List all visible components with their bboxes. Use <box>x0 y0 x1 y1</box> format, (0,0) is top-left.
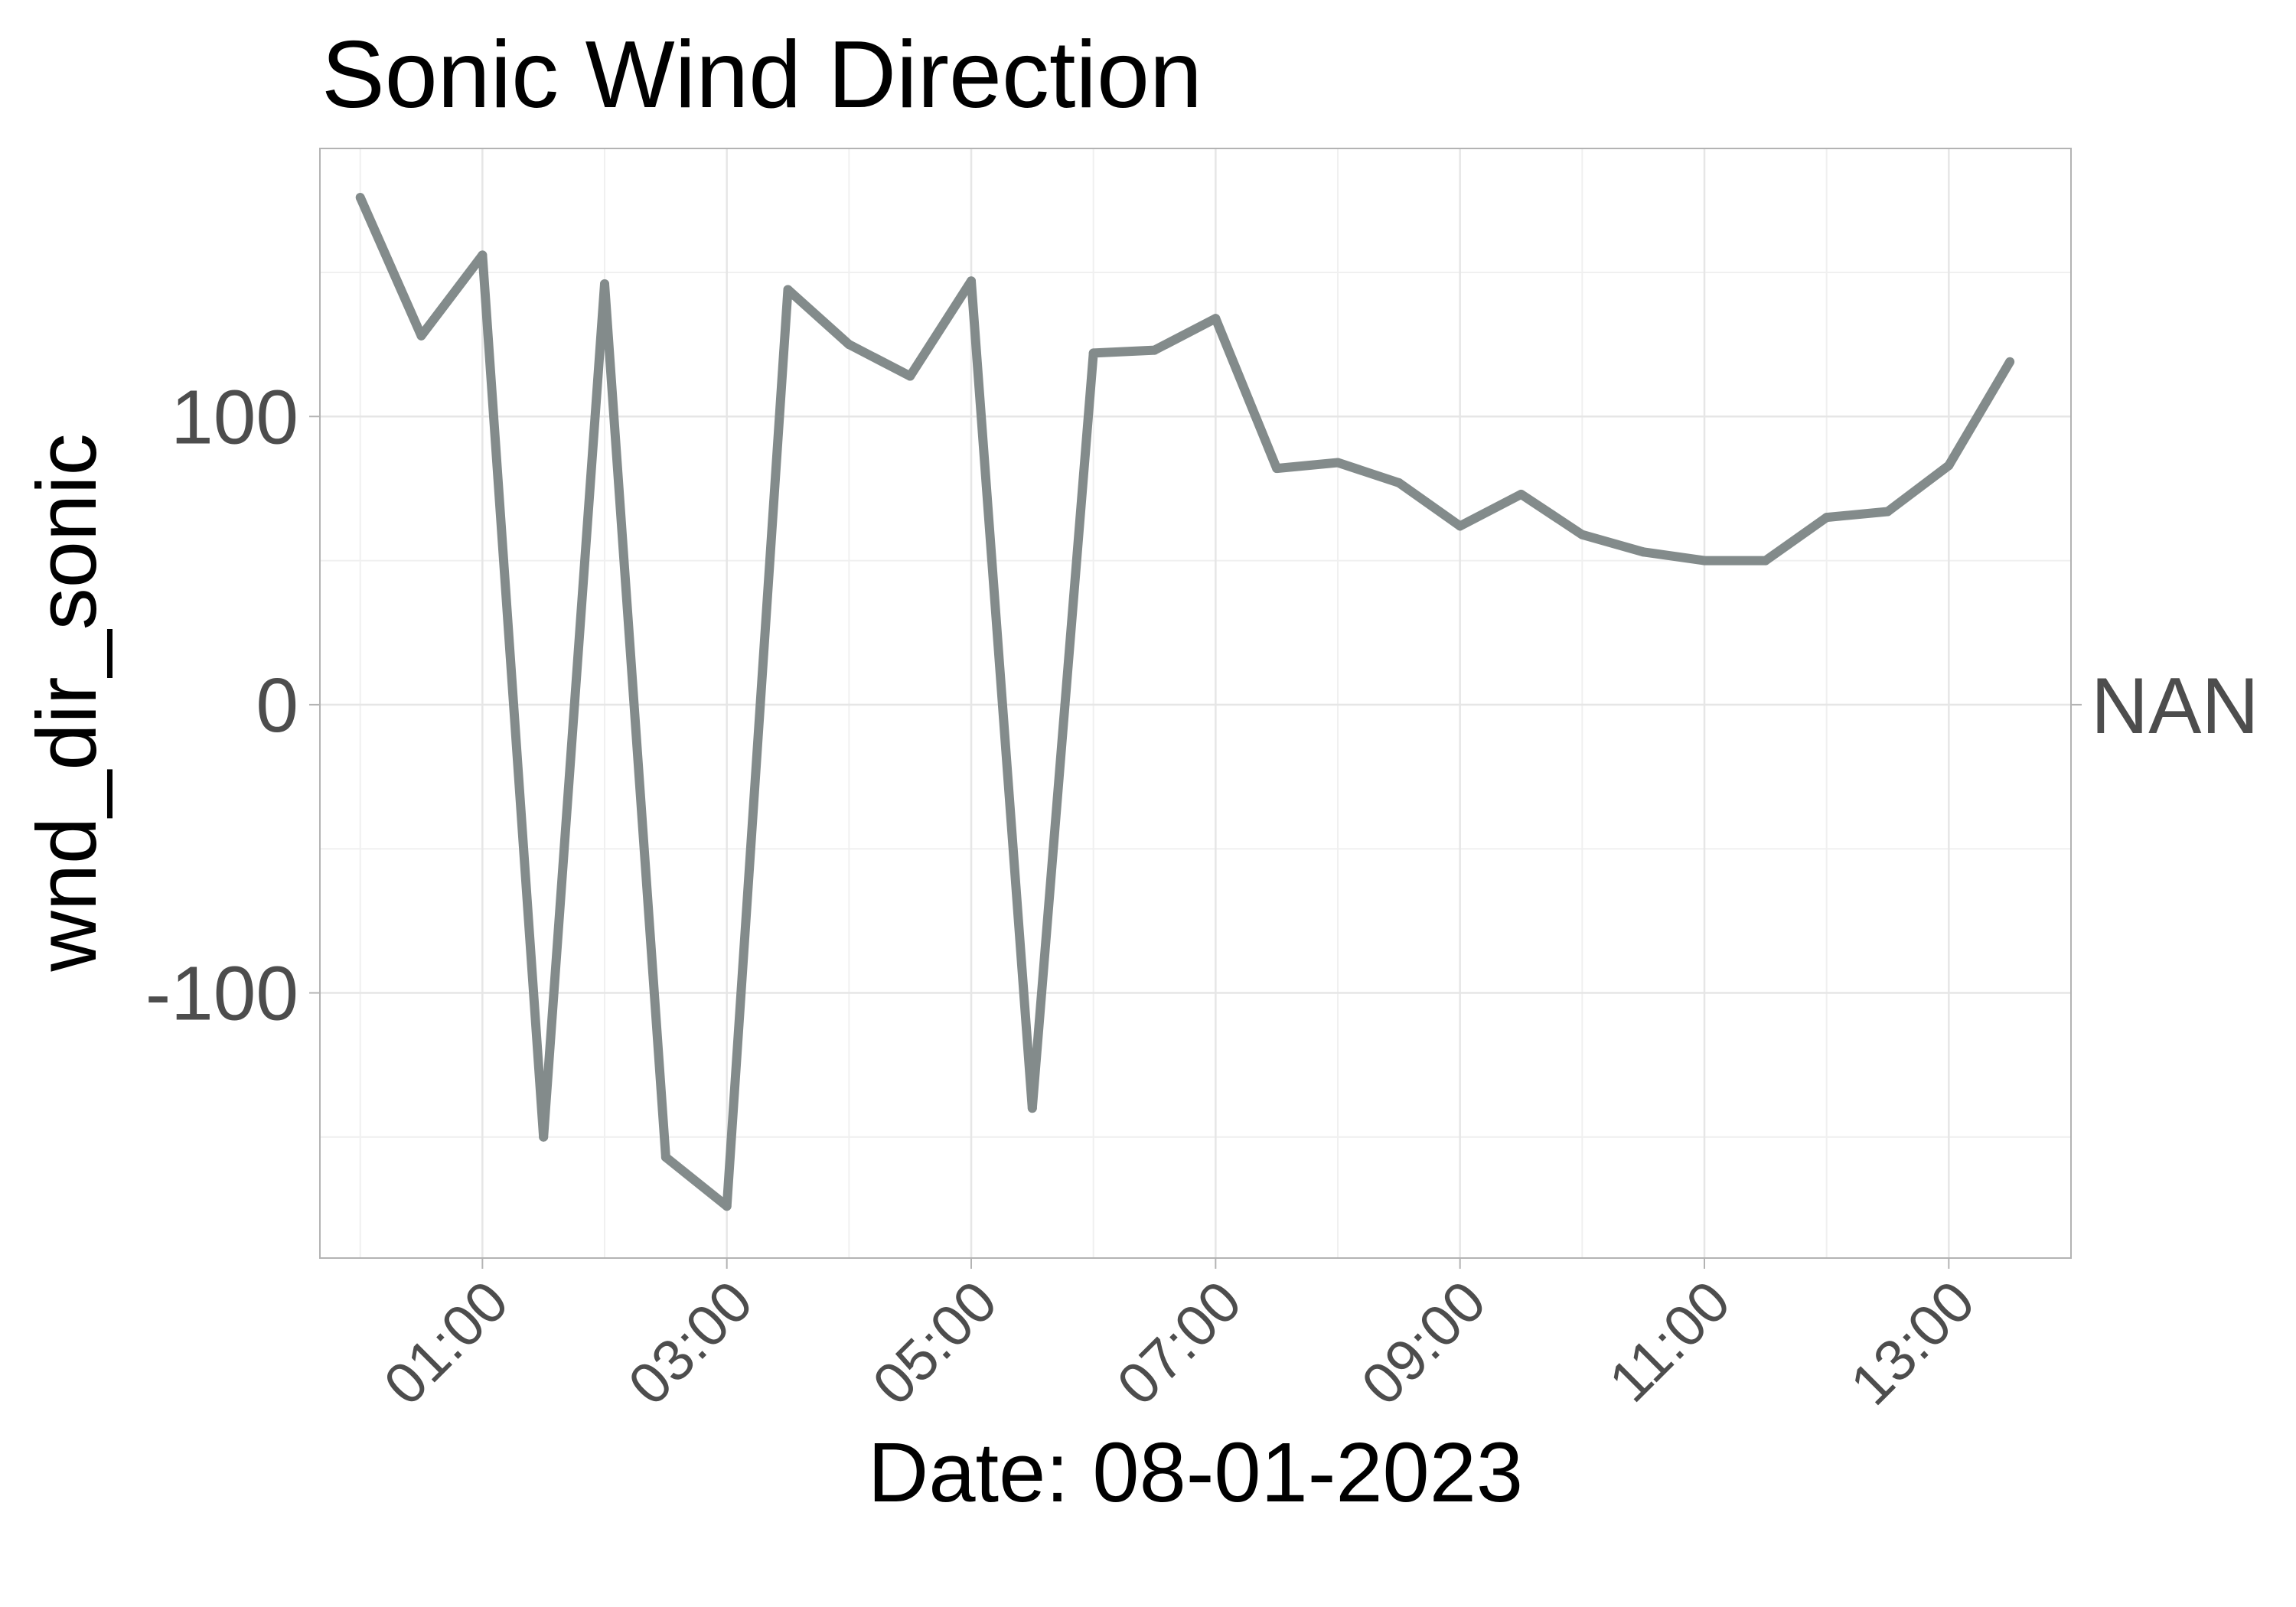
data-point <box>1577 530 1587 539</box>
data-point <box>1211 314 1221 324</box>
data-point <box>1639 547 1649 557</box>
y-axis-ticks: -100 0 100 <box>145 374 320 1037</box>
data-point <box>1700 556 1710 566</box>
minor-gridlines <box>320 148 2072 1258</box>
data-point <box>2005 357 2015 367</box>
x-tick-label: 03:00 <box>616 1269 765 1418</box>
series-layer <box>355 193 2015 1211</box>
nan-tick-label: NAN <box>2091 662 2259 751</box>
secondary-y-axis: NAN <box>2071 662 2259 751</box>
data-point <box>1333 458 1343 468</box>
data-point <box>1883 507 1893 517</box>
data-point <box>416 331 426 341</box>
plot-panel-border <box>319 148 2072 1259</box>
chart-title: Sonic Wind Direction <box>321 22 1202 128</box>
data-point <box>539 1132 549 1142</box>
data-point <box>1272 464 1282 474</box>
x-tick-label: 13:00 <box>1838 1269 1988 1418</box>
x-tick-label: 09:00 <box>1349 1269 1499 1418</box>
data-point <box>660 1152 670 1162</box>
series-line-0 <box>356 195 2014 1211</box>
data-point <box>722 1201 732 1211</box>
data-point <box>1455 521 1465 531</box>
y-tick-label: -100 <box>145 951 298 1037</box>
data-point <box>1516 489 1526 499</box>
data-point <box>1088 348 1098 358</box>
data-point <box>1760 556 1770 566</box>
y-tick-label: 0 <box>256 663 298 748</box>
data-point <box>478 250 488 260</box>
x-tick-label: 01:00 <box>372 1269 521 1418</box>
data-point <box>844 340 854 350</box>
data-point <box>967 276 977 286</box>
x-tick-label: 11:00 <box>1596 1269 1743 1415</box>
data-point <box>1821 513 1831 523</box>
y-axis-title: wnd_dir_sonic <box>20 433 114 972</box>
data-point <box>355 193 365 203</box>
data-point <box>1394 478 1404 487</box>
data-point <box>600 279 610 289</box>
data-point <box>1027 1103 1037 1113</box>
data-point <box>783 285 793 295</box>
data-point <box>905 371 915 381</box>
data-point <box>1944 461 1954 471</box>
major-gridlines <box>320 148 2071 1258</box>
y-tick-label: 100 <box>171 374 298 460</box>
data-point <box>1150 345 1159 355</box>
x-axis-title: Date: 08-01-2023 <box>868 1426 1523 1520</box>
x-tick-label: 07:00 <box>1105 1269 1254 1418</box>
x-axis-ticks: 01:00 03:00 05:00 07:00 09:00 11:00 13:00 <box>372 1258 1988 1418</box>
x-tick-label: 05:00 <box>860 1269 1009 1418</box>
